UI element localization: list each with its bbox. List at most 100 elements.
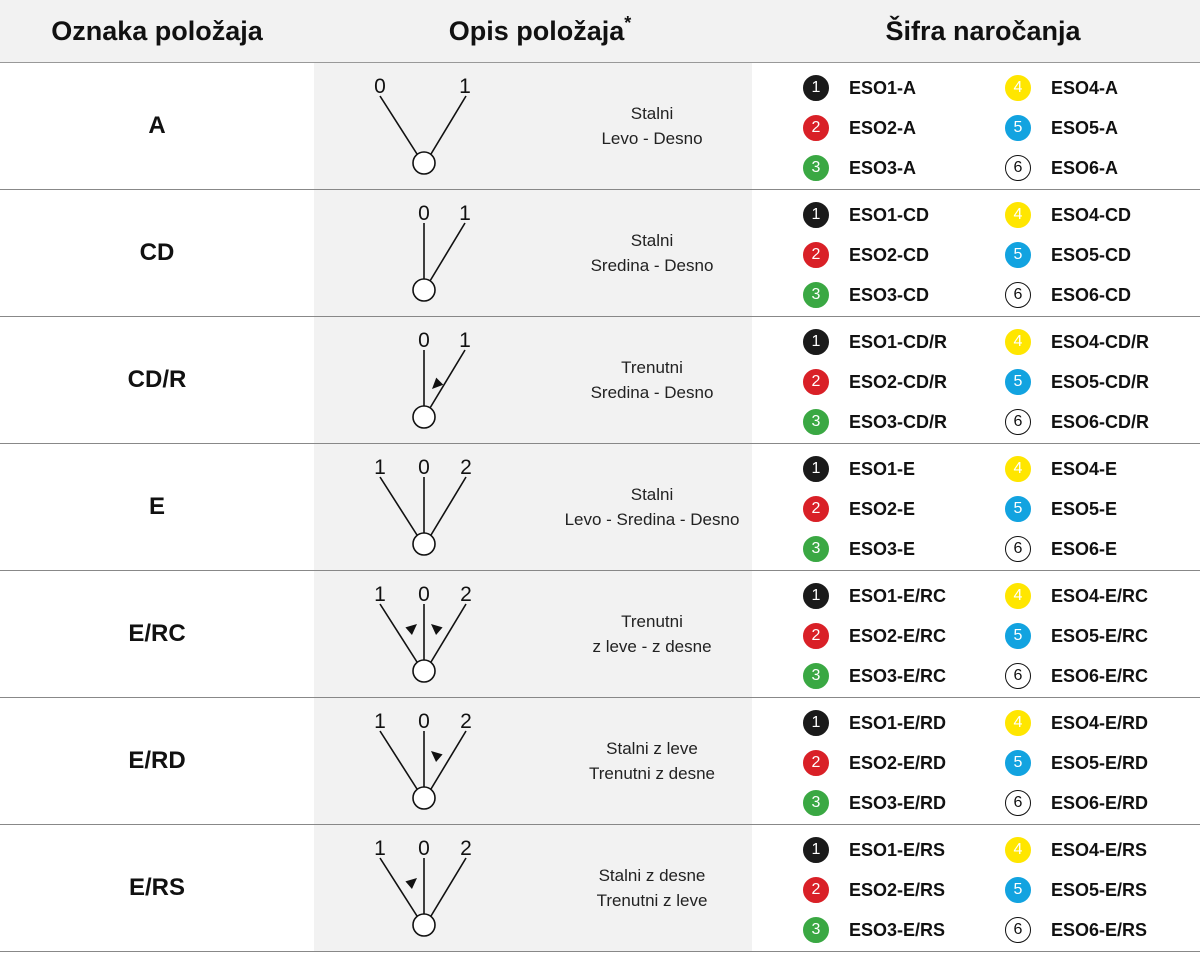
order-code-label: ESO5-E/RC — [1051, 625, 1149, 646]
number-badge-icon: 1 — [803, 710, 829, 736]
pivot-circle — [412, 405, 436, 429]
number-badge-icon: 3 — [803, 282, 829, 308]
order-codes: 1 ESO1-E/RD 2 ESO2-E/RD 3 ESO3-E/RD 4 ESO4-E/RD… — [800, 697, 1200, 824]
order-code-item: 3 ESO3-E/RS — [803, 917, 945, 943]
position-description: Stalni z leve Trenutni z desne — [540, 697, 764, 824]
description-line: Stalni — [630, 230, 674, 250]
position-code: E/RD — [128, 746, 186, 774]
row-divider — [0, 570, 1200, 571]
position-label-0: 0 — [418, 329, 430, 352]
lever-line-right — [430, 730, 467, 790]
order-code-label: ESO4-E/RD — [1051, 712, 1149, 733]
order-code-label: ESO4-CD — [1051, 204, 1132, 225]
position-label-0: 0 — [418, 710, 430, 733]
description-column-background — [314, 62, 752, 951]
position-code: E/RS — [128, 873, 185, 901]
table-header: Oznaka položaja Opis položaja * Šifra nar… — [0, 0, 1200, 62]
table-row: CD 0 1 Stalni Sredina - Desno 1 ESO1-CD 2 ESO2-C… — [0, 189, 1200, 316]
description-line: Trenutni — [621, 357, 683, 377]
switch-position-diagram: 1 0 2 — [355, 443, 495, 570]
number-badge-icon: 6 — [1005, 536, 1031, 562]
pivot-circle — [412, 786, 436, 810]
lever-line-right — [430, 603, 467, 663]
order-code-label: ESO4-CD/R — [1051, 331, 1150, 352]
order-code-label: ESO3-E — [849, 538, 916, 559]
lever-line-right — [430, 95, 467, 155]
order-code-label: ESO5-CD/R — [1051, 371, 1150, 392]
order-code-label: ESO2-CD — [849, 244, 930, 265]
order-code-item: 6 ESO6-E — [1005, 536, 1117, 562]
number-badge-icon: 4 — [1005, 456, 1031, 482]
order-code-item: 2 ESO2-A — [803, 115, 916, 141]
row-divider — [0, 189, 1200, 190]
lever-line-left — [379, 95, 418, 155]
header-position-code: Oznaka položaja — [0, 0, 314, 62]
position-code: CD — [139, 238, 175, 266]
position-label-1: 1 — [459, 329, 471, 352]
switch-position-diagram: 1 0 2 — [355, 824, 495, 951]
order-code-label: ESO3-E/RD — [849, 792, 947, 813]
order-code-item: 5 ESO5-A — [1005, 115, 1118, 141]
position-label-0: 0 — [418, 202, 430, 225]
lever-line-left — [379, 730, 418, 790]
description-line: Sredina - Desno — [590, 255, 714, 275]
position-label-0: 0 — [418, 837, 430, 860]
order-code-label: ESO6-E — [1051, 538, 1118, 559]
description-line: Stalni z leve — [606, 738, 698, 758]
order-code-item: 1 ESO1-E/RD — [803, 710, 946, 736]
table-row: CD/R 0 1 Trenutni Sredina - Desno 1 ESO1-CD/R 2… — [0, 316, 1200, 443]
header-position-code-label: Oznaka položaja — [51, 15, 263, 46]
row-divider — [0, 316, 1200, 317]
number-badge-icon: 6 — [1005, 790, 1031, 816]
pivot-circle — [412, 151, 436, 175]
header-order-code-label: Šifra naročanja — [885, 15, 1081, 46]
header-order-code: Šifra naročanja — [766, 0, 1200, 62]
number-badge-icon: 1 — [803, 329, 829, 355]
order-code-item: 6 ESO6-A — [1005, 155, 1118, 181]
order-code-label: ESO1-E — [849, 458, 916, 479]
number-badge-icon: 5 — [1005, 877, 1031, 903]
position-label-0: 0 — [374, 75, 386, 98]
order-codes: 1 ESO1-A 2 ESO2-A 3 ESO3-A 4 ESO4-A 5 ESO5-A 6 ESO6… — [800, 62, 1200, 189]
position-label-1: 1 — [374, 710, 386, 733]
number-badge-icon: 2 — [803, 623, 829, 649]
description-line: Stalni — [630, 103, 674, 123]
order-code-label: ESO2-E/RC — [849, 625, 947, 646]
number-badge-icon: 6 — [1005, 155, 1031, 181]
return-arrow-left — [405, 624, 417, 635]
row-divider — [0, 62, 1200, 63]
description-line: Sredina - Desno — [590, 382, 714, 402]
order-code-label: ESO1-CD — [849, 204, 930, 225]
position-label-1: 1 — [374, 583, 386, 606]
number-badge-icon: 4 — [1005, 583, 1031, 609]
switch-position-diagram: 1 0 2 — [355, 697, 495, 824]
number-badge-icon: 3 — [803, 790, 829, 816]
order-code-item: 3 ESO3-A — [803, 155, 916, 181]
order-code-item: 4 ESO4-E — [1005, 456, 1117, 482]
number-badge-icon: 4 — [1005, 202, 1031, 228]
number-badge-icon: 2 — [803, 242, 829, 268]
description-line: z leve - z desne — [592, 636, 712, 656]
header-position-description: Opis položaja * — [314, 0, 766, 62]
number-badge-icon: 2 — [803, 369, 829, 395]
pivot-circle — [412, 659, 436, 683]
number-badge-icon: 5 — [1005, 750, 1031, 776]
order-code-label: ESO4-A — [1051, 77, 1119, 98]
pivot-circle — [412, 278, 436, 302]
order-code-label: ESO2-A — [849, 117, 917, 138]
order-code-item: 2 ESO2-CD/R — [803, 369, 947, 395]
order-code-item: 2 ESO2-E/RC — [803, 623, 946, 649]
position-label-2: 2 — [460, 710, 472, 733]
number-badge-icon: 1 — [803, 75, 829, 101]
table-row: A 0 1 Stalni Levo - Desno 1 ESO1-A 2 ESO2-A 3 ESO3… — [0, 62, 1200, 189]
position-label-0: 0 — [418, 583, 430, 606]
return-arrow-left — [405, 878, 417, 889]
lever-line-right — [429, 349, 466, 409]
number-badge-icon: 5 — [1005, 369, 1031, 395]
number-badge-icon: 2 — [803, 115, 829, 141]
order-code-item: 3 ESO3-E/RD — [803, 790, 946, 816]
order-code-item: 3 ESO3-E/RC — [803, 663, 946, 689]
header-position-description-label: Opis položaja — [448, 15, 625, 46]
